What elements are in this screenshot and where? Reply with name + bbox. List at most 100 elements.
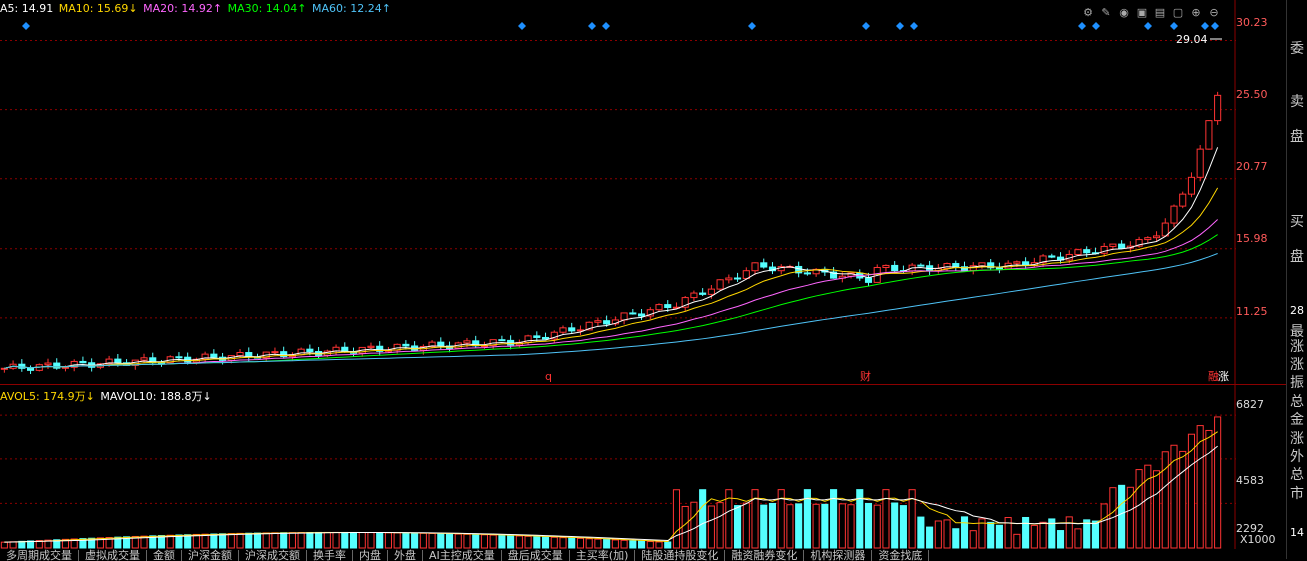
tab-item[interactable]: 多周期成交量: [0, 550, 79, 561]
volume-bar: [79, 538, 87, 549]
volume-bar: [594, 538, 602, 549]
pen-icon[interactable]: ✎: [1101, 5, 1111, 19]
eye-icon[interactable]: ◉: [1119, 5, 1129, 19]
volume-bar: [70, 538, 78, 549]
candle-body: [699, 292, 707, 295]
candle-body: [550, 331, 558, 340]
candle-body: [716, 279, 724, 290]
tab-item[interactable]: 主买率(加): [570, 550, 636, 561]
volume-bar: [306, 531, 314, 549]
tab-item[interactable]: 内盘: [353, 550, 388, 561]
ma10-label: MA10: 15.69↓: [58, 2, 138, 15]
candle-body: [1048, 255, 1056, 258]
candle-body: [428, 341, 436, 348]
candle-body: [585, 321, 593, 331]
candle-body: [271, 351, 279, 354]
candle-body: [1170, 205, 1178, 224]
ma5-line: [4, 147, 1219, 369]
print-icon[interactable]: ▤: [1154, 5, 1166, 19]
volume-bar: [411, 532, 419, 549]
volume-bar: [611, 539, 619, 549]
volume-bar: [454, 533, 462, 549]
volume-bar: [472, 534, 480, 549]
price-axis-tick: 25.50: [1236, 88, 1268, 101]
volume-bar: [123, 536, 131, 549]
candle-body: [1118, 243, 1126, 249]
volume-bar: [498, 534, 506, 549]
tab-item[interactable]: 金额: [147, 550, 182, 561]
tab-item[interactable]: 资金找底: [872, 550, 930, 561]
tab-item[interactable]: 机构探测器: [804, 550, 873, 561]
zoom-in-icon[interactable]: ⊕: [1191, 5, 1201, 19]
volume-bar: [157, 535, 166, 549]
tab-item[interactable]: 融资融券变化: [725, 550, 805, 561]
event-marker-icon: [1211, 22, 1219, 30]
volume-bar: [376, 532, 384, 549]
right-quote-panel: 委 卖 盘 买 盘 28 最 涨 涨 振 总 金 涨 外 总 市 14: [1286, 0, 1307, 559]
volume-bar: [105, 537, 113, 549]
volume-bar: [515, 535, 523, 549]
volume-bar: [699, 489, 707, 549]
ma60-line: [4, 253, 1218, 369]
volume-bar: [681, 505, 689, 549]
volume-bar: [1083, 519, 1091, 549]
tab-item[interactable]: 盘后成交量: [502, 550, 570, 561]
volume-bar: [210, 533, 218, 549]
candle-body: [803, 272, 811, 275]
volume-bar: [393, 532, 401, 549]
candle-body: [603, 320, 611, 325]
event-marker-label: q: [545, 370, 552, 383]
volume-bar: [978, 518, 986, 549]
tab-item[interactable]: 陆股通持股变化: [635, 550, 726, 561]
event-marker-icon: [22, 22, 30, 30]
volume-bar: [1126, 486, 1134, 549]
candle-body: [1135, 239, 1143, 247]
candle-body: [1074, 249, 1082, 255]
volume-bar: [716, 502, 724, 549]
volume-bar: [9, 541, 17, 549]
rp-char: 盘: [1290, 129, 1304, 145]
tab-item[interactable]: 沪深成交额: [239, 550, 307, 561]
candle-body: [637, 313, 646, 317]
volume-bar: [1004, 517, 1012, 549]
volume-bar: [1152, 470, 1161, 549]
volume-bar: [1144, 464, 1152, 549]
rp-char: 金: [1290, 412, 1304, 428]
tab-item[interactable]: 沪深金额: [182, 550, 239, 561]
volume-bar: [332, 531, 340, 549]
tab-item[interactable]: 虚拟成交量: [79, 550, 147, 561]
volume-bar: [917, 516, 925, 549]
candle-body: [568, 327, 576, 332]
lock-icon[interactable]: ▢: [1172, 5, 1184, 19]
volume-bar: [1118, 484, 1126, 549]
cart-icon[interactable]: ▣: [1136, 5, 1148, 19]
candle-body: [978, 262, 986, 267]
settings-icon[interactable]: ⚙: [1083, 5, 1093, 19]
tab-item[interactable]: 外盘: [388, 550, 423, 561]
volume-axis-tick: 2292: [1236, 522, 1264, 535]
volume-bar: [1030, 524, 1038, 549]
price-volume-chart[interactable]: 29.04 q 财 融涨: [0, 0, 1236, 549]
candle-body: [1013, 261, 1021, 264]
volume-bar: [227, 533, 235, 549]
candle-body: [943, 263, 951, 270]
tab-item[interactable]: 换手率: [307, 550, 353, 561]
candle-body: [1152, 235, 1161, 239]
volume-bar: [672, 489, 681, 549]
volume-bar: [53, 539, 61, 549]
candle-body: [306, 348, 314, 353]
candle-body: [541, 336, 550, 340]
volume-bar: [1196, 425, 1204, 549]
candle-body: [960, 266, 969, 271]
candle-body: [620, 312, 628, 321]
zoom-out-icon[interactable]: ⊖: [1209, 5, 1219, 19]
candle-body: [463, 340, 471, 344]
volume-bar: [384, 532, 392, 549]
tab-item[interactable]: AI主控成交量: [423, 550, 502, 561]
candle-body: [655, 304, 663, 311]
candle-body: [1179, 193, 1187, 207]
candle-body: [987, 262, 995, 269]
candle-body: [18, 363, 26, 369]
candle-body: [760, 262, 768, 268]
